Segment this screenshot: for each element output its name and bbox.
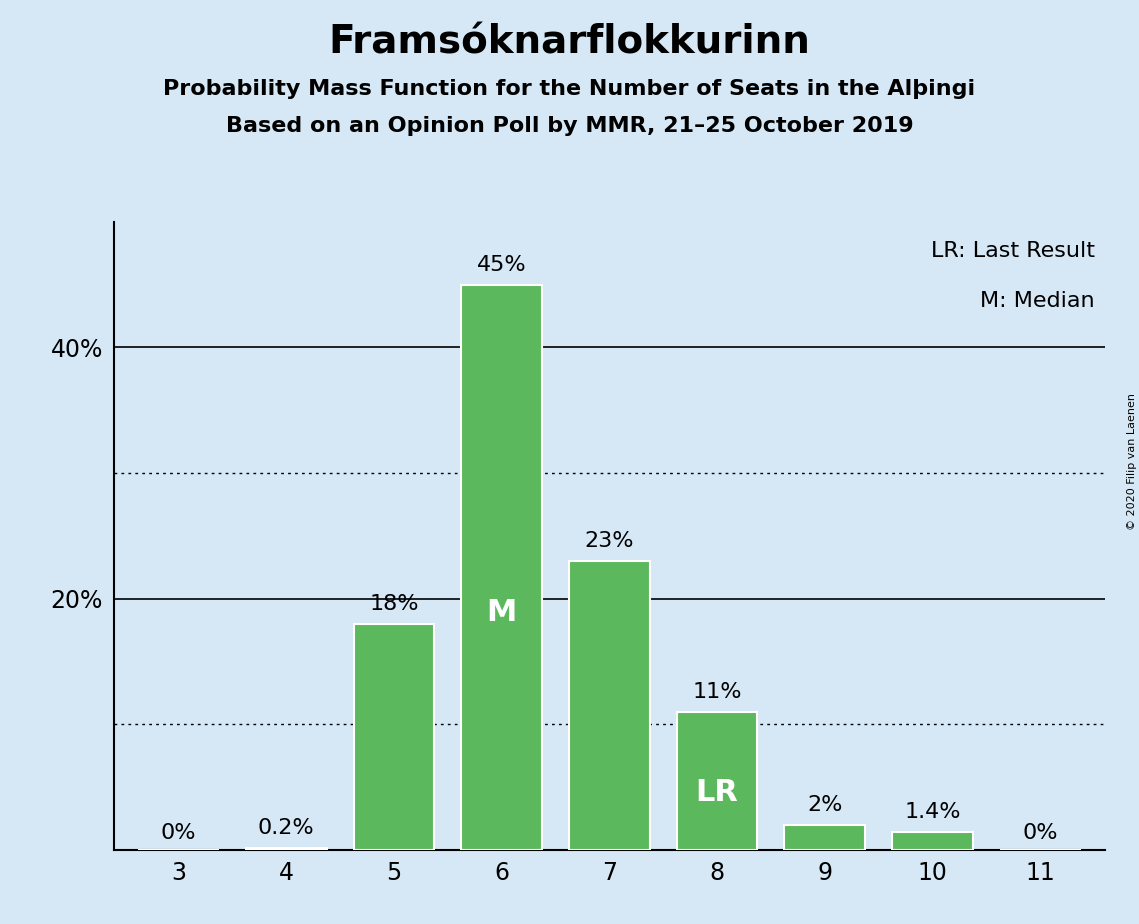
Text: 18%: 18% [369, 594, 419, 614]
Text: 0%: 0% [1023, 822, 1058, 843]
Text: 11%: 11% [693, 682, 741, 702]
Bar [570, 561, 649, 850]
Bar [892, 833, 973, 850]
Text: Framsóknarflokkurinn: Framsóknarflokkurinn [328, 23, 811, 61]
Text: 0%: 0% [161, 822, 196, 843]
Bar [353, 624, 434, 850]
Text: 45%: 45% [477, 254, 526, 274]
Text: 0.2%: 0.2% [257, 818, 314, 837]
Text: M: M [486, 598, 517, 627]
Text: Probability Mass Function for the Number of Seats in the Alþingi: Probability Mass Function for the Number… [163, 79, 976, 99]
Text: LR: Last Result: LR: Last Result [931, 240, 1095, 261]
Bar [785, 825, 866, 850]
Text: 2%: 2% [808, 795, 843, 815]
Bar [246, 847, 327, 850]
Text: 23%: 23% [584, 531, 634, 551]
Bar [677, 711, 757, 850]
Text: Based on an Opinion Poll by MMR, 21–25 October 2019: Based on an Opinion Poll by MMR, 21–25 O… [226, 116, 913, 136]
Text: © 2020 Filip van Laenen: © 2020 Filip van Laenen [1126, 394, 1137, 530]
Text: M: Median: M: Median [981, 291, 1095, 310]
Bar [461, 285, 542, 850]
Text: LR: LR [696, 777, 738, 807]
Text: 1.4%: 1.4% [904, 802, 960, 822]
